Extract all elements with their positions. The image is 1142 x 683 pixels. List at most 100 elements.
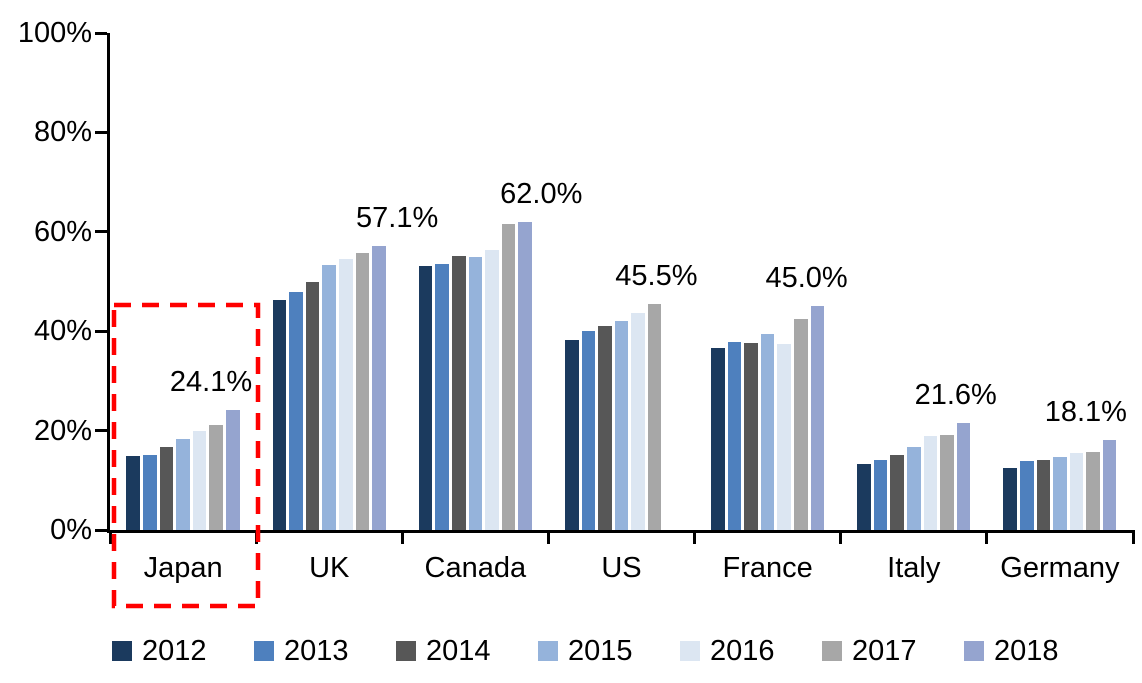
bar-group-canada [402, 33, 548, 530]
bar-2014-uk [305, 281, 320, 530]
bar-2014-japan [159, 446, 174, 530]
legend-swatch-2014 [396, 641, 416, 661]
bar-2013-japan [143, 455, 157, 530]
bar-group-us [548, 33, 694, 530]
legend: 2012 2013 2014 2015 2016 2017 2018 [112, 636, 1106, 666]
y-axis-tick-label: 0% [50, 514, 92, 546]
bar-2013-germany [1019, 461, 1034, 530]
x-axis-tick [1131, 530, 1135, 544]
bar-2012-us [564, 339, 579, 530]
bar-2015-japan [176, 439, 190, 530]
y-axis-tick [95, 429, 107, 433]
y-axis-tick-label: 100% [17, 17, 92, 49]
bar-2015-canada [468, 256, 483, 530]
bar-group-japan [110, 33, 256, 530]
bar-2012-germany [1003, 467, 1017, 530]
bar-2018-uk [372, 246, 386, 530]
bar-2013-uk [289, 291, 303, 530]
bar-2016-germany [1069, 453, 1084, 530]
bar-2016-france [777, 344, 792, 530]
x-axis-tick [400, 530, 404, 544]
x-axis-tick [108, 530, 112, 544]
bar-2017-us [647, 303, 662, 530]
bar-2018-japan [226, 410, 240, 530]
y-axis-tick [95, 230, 107, 234]
bar-2015-us [614, 320, 629, 530]
legend-swatch-2018 [964, 641, 984, 661]
legend-label-2018: 2018 [994, 635, 1059, 667]
bar-2014-germany [1036, 459, 1051, 530]
y-axis-tick-label: 60% [33, 215, 92, 248]
category-label-uk: UK [309, 552, 350, 584]
bar-2013-italy [873, 459, 888, 530]
legend-item-2017: 2017 [822, 636, 964, 666]
bar-2013-us [581, 330, 596, 530]
x-axis-tick [985, 530, 989, 544]
bar-2014-us [598, 326, 612, 530]
legend-item-2014: 2014 [396, 636, 538, 666]
data-label-canada: 62.0% [500, 177, 583, 210]
bar-2013-france [727, 342, 742, 530]
bar-group-france [695, 33, 841, 530]
legend-swatch-2013 [254, 641, 274, 661]
bar-2016-canada [485, 249, 499, 530]
legend-item-2015: 2015 [538, 636, 680, 666]
legend-item-2016: 2016 [680, 636, 822, 666]
legend-swatch-2016 [680, 641, 700, 661]
y-axis-tick-label: 20% [33, 414, 92, 447]
y-axis-tick-label: 40% [33, 315, 92, 348]
y-axis-line [107, 33, 110, 530]
bar-group-uk [256, 33, 402, 530]
bar-2013-canada [435, 263, 449, 530]
bar-2016-italy [923, 435, 938, 530]
legend-item-2018: 2018 [964, 636, 1106, 666]
bar-2017-uk [355, 253, 370, 530]
x-axis-tick [839, 530, 843, 544]
bar-2012-canada [418, 266, 433, 530]
category-label-germany: Germany [1000, 552, 1120, 584]
y-axis-tick [95, 329, 107, 333]
category-label-us: US [601, 552, 642, 584]
category-label-japan: Japan [143, 552, 223, 584]
bar-2018-france [810, 306, 825, 530]
data-label-italy: 21.6% [914, 378, 997, 411]
data-label-france: 45.0% [765, 262, 848, 295]
bar-2012-uk [272, 300, 287, 530]
y-axis-tick [95, 31, 107, 35]
bar-2017-germany [1086, 451, 1100, 530]
legend-label-2012: 2012 [142, 635, 207, 667]
bar-2018-germany [1102, 440, 1117, 530]
legend-label-2016: 2016 [710, 635, 775, 667]
legend-item-2013: 2013 [254, 636, 396, 666]
legend-label-2014: 2014 [426, 635, 491, 667]
bar-2016-japan [192, 430, 207, 530]
bar-2018-canada [518, 221, 532, 530]
bar-2014-canada [451, 256, 466, 530]
bar-group-italy [841, 33, 987, 530]
category-label-italy: Italy [887, 552, 941, 584]
data-label-uk: 57.1% [356, 202, 439, 235]
x-axis-tick [693, 530, 697, 544]
legend-swatch-2012 [112, 641, 132, 661]
y-axis-tick [95, 130, 107, 134]
bar-2014-italy [890, 454, 904, 530]
category-label-france: France [722, 552, 813, 584]
legend-label-2013: 2013 [284, 635, 349, 667]
bar-2015-france [760, 334, 775, 530]
x-axis-tick [254, 530, 258, 544]
legend-label-2015: 2015 [568, 635, 633, 667]
bar-2018-italy [956, 422, 971, 530]
x-axis-line [107, 530, 1133, 533]
x-axis-tick [546, 530, 550, 544]
bar-2015-uk [322, 265, 336, 530]
bar-2012-france [711, 348, 725, 530]
data-label-germany: 18.1% [1044, 396, 1127, 429]
bar-2012-japan [126, 456, 141, 530]
bar-2017-japan [209, 424, 224, 530]
bar-2014-france [744, 342, 758, 530]
bar-2017-france [794, 319, 808, 530]
y-axis-tick [95, 528, 107, 532]
legend-label-2017: 2017 [852, 635, 917, 667]
y-axis-tick-label: 80% [33, 116, 92, 149]
